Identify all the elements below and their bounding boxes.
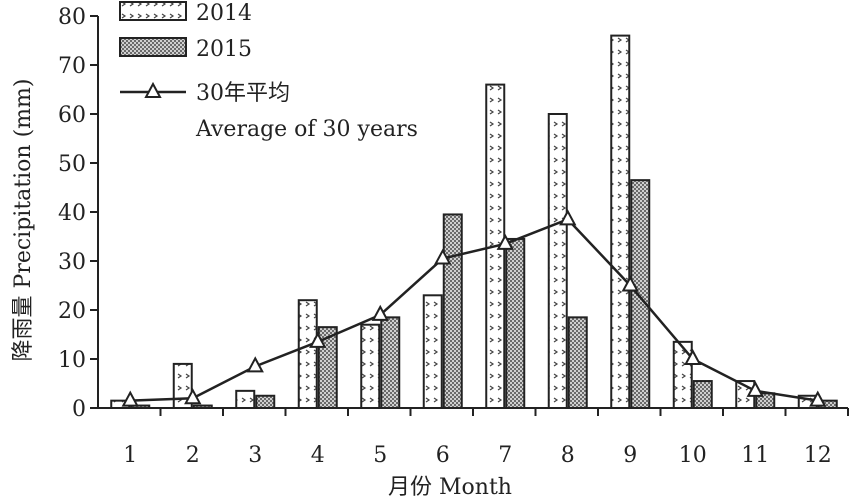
average-point-month-5 [371, 304, 389, 321]
y-tick-label-10: 10 [58, 348, 86, 373]
bar-2014-month-6 [422, 294, 443, 409]
legend-label-average-line1: 30年平均 [196, 81, 290, 106]
average-point-month-2 [184, 388, 202, 405]
x-axis-title: 月份 Month [388, 475, 512, 499]
y-axis-title: 降雨量 Precipitation (mm) [11, 79, 36, 362]
bar-2015-month-9 [630, 179, 651, 409]
x-tick-label-1: 1 [123, 443, 137, 468]
x-tick-label-3: 3 [248, 443, 262, 468]
legend-label-2014: 2014 [196, 1, 252, 26]
x-tick-label-11: 11 [741, 443, 769, 468]
legend-swatch-2015 [119, 37, 187, 57]
x-tick-label-2: 2 [186, 443, 200, 468]
bar-2014-month-10 [672, 340, 693, 410]
x-tick-label-9: 9 [623, 443, 637, 468]
x-tick-label-8: 8 [561, 443, 575, 468]
bar-2014-month-9 [610, 34, 631, 409]
average-point-month-11 [746, 380, 764, 397]
average-point-month-6 [434, 248, 452, 265]
legend-swatch-2014 [119, 1, 187, 21]
average-point-month-4 [309, 331, 327, 348]
bar-2015-month-10 [692, 380, 713, 409]
legend-label-2015: 2015 [196, 37, 252, 62]
bar-2014-month-4 [297, 299, 318, 410]
average-point-month-3 [246, 356, 264, 373]
bar-2014-month-5 [360, 323, 381, 410]
average-point-month-9 [621, 275, 639, 292]
bar-2014-month-8 [547, 113, 568, 409]
x-tick-label-4: 4 [311, 443, 325, 468]
y-tick-label-70: 70 [58, 54, 86, 79]
bar-2014-month-3 [235, 389, 256, 410]
average-point-month-10 [684, 348, 702, 365]
x-tick-label-5: 5 [373, 443, 387, 468]
y-tick-label-40: 40 [58, 201, 86, 226]
y-tick-label-80: 80 [58, 5, 86, 30]
average-point-month-1 [121, 390, 139, 407]
average-point-month-12 [809, 390, 827, 407]
bar-2015-month-8 [567, 316, 588, 410]
legend-marker-triangle-icon [144, 81, 162, 98]
legend-label-average-line2: Average of 30 years [195, 117, 418, 142]
y-tick-label-20: 20 [58, 299, 86, 324]
average-line-layer [121, 209, 827, 407]
bars-layer [110, 34, 838, 410]
average-line [130, 217, 818, 402]
bar-2015-month-3 [255, 394, 276, 409]
y-tick-label-50: 50 [58, 152, 86, 177]
bar-2015-month-5 [380, 316, 401, 410]
legend: 2014 2015 30年平均 Average of 30 years [119, 1, 418, 142]
x-tick-label-7: 7 [498, 443, 512, 468]
average-point-month-7 [496, 233, 514, 250]
x-tick-label-6: 6 [436, 443, 450, 468]
x-tick-label-10: 10 [679, 443, 707, 468]
y-tick-label-60: 60 [58, 103, 86, 128]
average-point-month-8 [559, 209, 577, 226]
bar-2015-month-7 [505, 237, 526, 409]
bar-2015-month-6 [442, 213, 463, 409]
y-tick-label-30: 30 [58, 250, 86, 275]
y-tick-label-0: 0 [72, 397, 86, 422]
x-tick-label-12: 12 [804, 443, 832, 468]
